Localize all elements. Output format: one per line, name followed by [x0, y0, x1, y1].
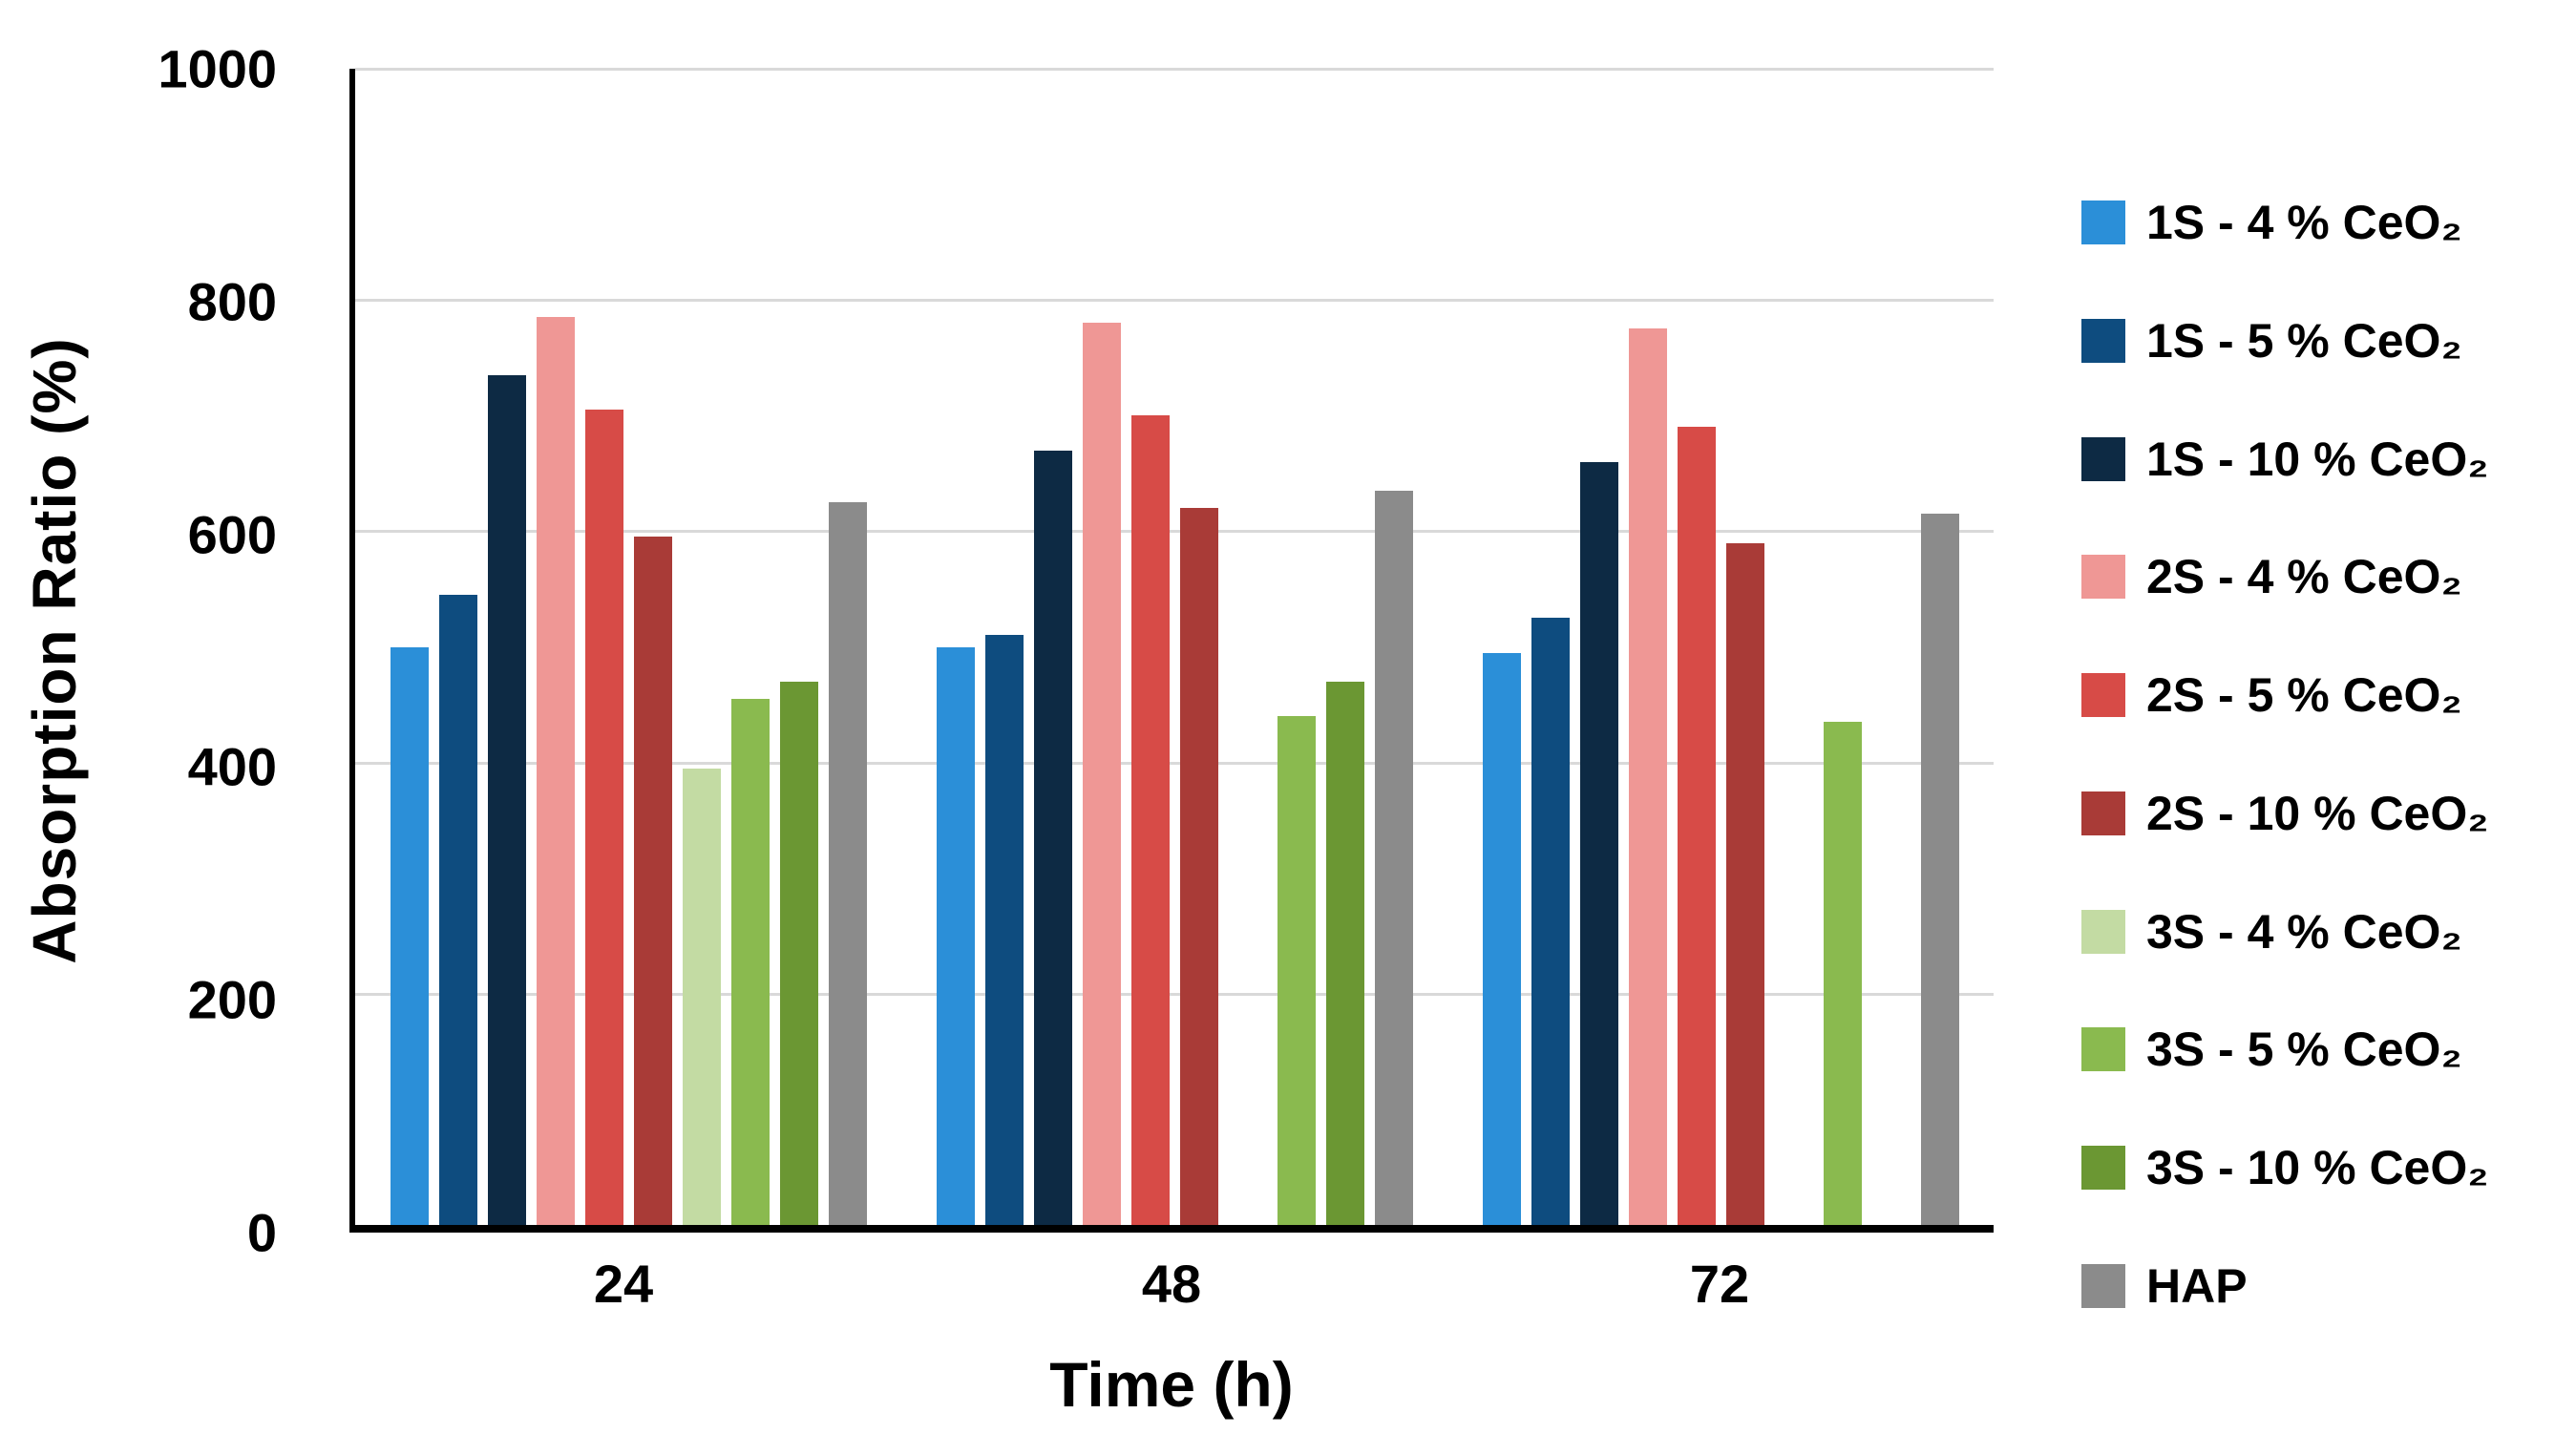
bar-3s-5-ceo-24h: [730, 699, 770, 1225]
bar-2s-5-ceo-72h: [1677, 427, 1716, 1225]
legend-swatch-icon: [2081, 909, 2125, 954]
bar-group-48h: [901, 69, 1447, 1225]
bar-2s-10-ceo-72h: [1725, 542, 1764, 1225]
bar-1s-10-ceo-72h: [1579, 461, 1618, 1225]
legend-label: HAP: [2146, 1258, 2248, 1313]
legend: 1S - 4 % CeO₂ 1S - 5 % CeO₂ 1S - 10 % CeO₂…: [2081, 195, 2488, 1314]
legend-label: 1S - 4 % CeO₂: [2146, 196, 2462, 249]
legend-label: 2S - 5 % CeO₂: [2146, 668, 2462, 723]
legend-item-3s-5-ceo: 3S - 5 % CeO₂: [2081, 1022, 2488, 1077]
y-tick-label-1000: 1000: [158, 38, 277, 99]
bar-3s-10-ceo-48h: [1325, 681, 1364, 1225]
legend-item-hap: HAP: [2081, 1258, 2488, 1314]
bar-2s-10-ceo-24h: [633, 537, 672, 1225]
bar-3s-5-ceo-72h: [1823, 722, 1862, 1225]
legend-item-3s-10-ceo: 3S - 10 % CeO₂: [2081, 1140, 2488, 1195]
x-axis-tick-labels: 24 48 72: [349, 1253, 1994, 1315]
bar-2s-4-ceo-24h: [536, 317, 575, 1225]
bar-3s-5-ceo-48h: [1277, 716, 1316, 1225]
legend-item-1s-5-ceo: 1S - 5 % CeO₂: [2081, 313, 2488, 369]
legend-swatch-icon: [2081, 673, 2125, 718]
legend-swatch-icon: [2081, 555, 2125, 600]
legend-label: 3S - 10 % CeO₂: [2146, 1141, 2489, 1195]
bar-1s-5-ceo-72h: [1531, 618, 1570, 1225]
bar-1s-5-ceo-48h: [984, 635, 1024, 1225]
bar-1s-5-ceo-24h: [438, 595, 477, 1225]
legend-label: 1S - 5 % CeO₂: [2146, 313, 2462, 368]
gridline-1000: [355, 68, 1994, 71]
legend-swatch-icon: [2081, 1146, 2125, 1191]
y-tick-label-800: 800: [187, 271, 277, 332]
legend-item-1s-4-ceo: 1S - 4 % CeO₂: [2081, 195, 2488, 250]
legend-swatch-icon: [2081, 791, 2125, 835]
bar-1s-10-ceo-24h: [487, 374, 526, 1225]
legend-label: 2S - 10 % CeO₂: [2146, 786, 2489, 840]
bar-3s-10-ceo-24h: [779, 681, 818, 1225]
legend-label: 1S - 10 % CeO₂: [2146, 432, 2489, 486]
legend-label: 3S - 4 % CeO₂: [2146, 904, 2462, 959]
x-tick-label-48: 48: [1141, 1254, 1202, 1314]
legend-swatch-icon: [2081, 200, 2125, 244]
bar-3s-4-ceo-24h: [682, 768, 721, 1225]
bar-group-24h: [355, 69, 901, 1225]
y-tick-label-600: 600: [187, 504, 277, 565]
bar-1s-4-ceo-48h: [936, 646, 975, 1225]
bar-2s-10-ceo-48h: [1179, 508, 1218, 1225]
bar-hap-72h: [1920, 514, 1959, 1225]
gridline-600: [355, 530, 1994, 534]
bar-1s-4-ceo-72h: [1482, 652, 1521, 1225]
y-axis-tick-labels: 0 200 400 600 800 1000: [0, 39, 285, 1263]
legend-item-2s-10-ceo: 2S - 10 % CeO₂: [2081, 786, 2488, 841]
bar-1s-4-ceo-24h: [390, 646, 429, 1225]
bar-hap-24h: [828, 502, 867, 1225]
bar-hap-48h: [1374, 491, 1413, 1225]
gridline-400: [355, 761, 1994, 765]
legend-item-2s-4-ceo: 2S - 4 % CeO₂: [2081, 549, 2488, 604]
y-tick-label-0: 0: [246, 1202, 277, 1263]
legend-item-2s-5-ceo: 2S - 5 % CeO₂: [2081, 667, 2488, 723]
y-tick-label-200: 200: [187, 969, 277, 1030]
bar-2s-5-ceo-48h: [1130, 415, 1170, 1225]
bar-2s-4-ceo-48h: [1082, 323, 1121, 1225]
legend-item-1s-10-ceo: 1S - 10 % CeO₂: [2081, 432, 2488, 487]
legend-label: 2S - 4 % CeO₂: [2146, 550, 2462, 604]
bar-2s-4-ceo-72h: [1628, 328, 1667, 1225]
x-axis-title: Time (h): [1049, 1349, 1294, 1420]
legend-swatch-icon: [2081, 436, 2125, 481]
gridline-200: [355, 992, 1994, 996]
bar-2s-5-ceo-24h: [584, 410, 623, 1225]
gridline-800: [355, 299, 1994, 303]
plot-area: [349, 68, 1994, 1233]
x-tick-label-72: 72: [1689, 1254, 1750, 1314]
bar-group-72h: [1447, 69, 1994, 1225]
y-tick-label-400: 400: [187, 736, 277, 797]
legend-item-3s-4-ceo: 3S - 4 % CeO₂: [2081, 904, 2488, 960]
legend-swatch-icon: [2081, 1027, 2125, 1072]
legend-swatch-icon: [2081, 318, 2125, 363]
bar-1s-10-ceo-48h: [1033, 450, 1072, 1225]
bar-groups: [355, 69, 1994, 1225]
legend-label: 3S - 5 % CeO₂: [2146, 1023, 2462, 1077]
x-tick-label-24: 24: [593, 1254, 654, 1314]
legend-swatch-icon: [2081, 1263, 2125, 1308]
